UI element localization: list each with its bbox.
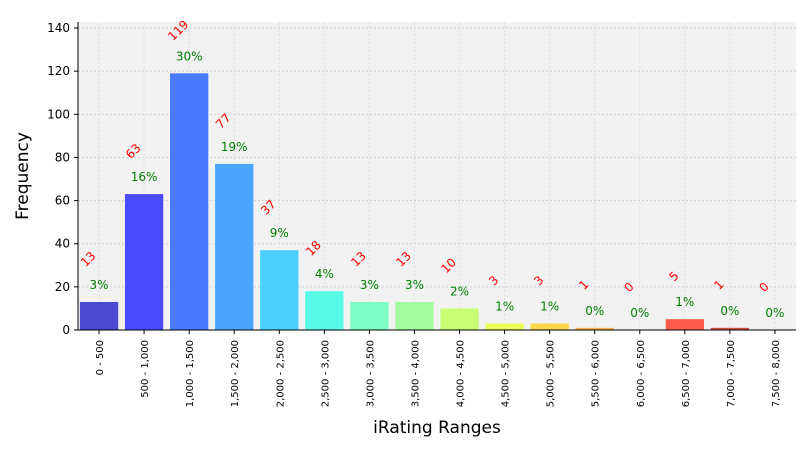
y-tick-label: 140 — [47, 21, 70, 35]
x-tick-label: 7,500 - 8,000 — [771, 340, 782, 407]
bar — [395, 301, 434, 330]
x-tick-label: 5,000 - 5,500 — [546, 340, 557, 407]
percent-label: 4% — [315, 267, 334, 281]
bar — [710, 327, 750, 330]
bar — [124, 194, 164, 330]
x-tick-label: 6,500 - 7,000 — [681, 340, 692, 407]
percent-label: 1% — [675, 295, 694, 309]
bar — [79, 301, 119, 330]
bar — [575, 327, 614, 330]
percent-label: 0% — [720, 304, 739, 318]
percent-label: 3% — [360, 278, 379, 292]
y-tick-label: 20 — [55, 280, 70, 294]
y-tick-label: 60 — [55, 194, 70, 208]
percent-label: 30% — [176, 49, 203, 63]
x-tick-label: 5,500 - 6,000 — [591, 340, 602, 407]
bar — [530, 323, 569, 330]
x-tick-label: 2,500 - 3,000 — [320, 340, 331, 407]
x-tick-label: 6,000 - 6,500 — [636, 340, 647, 407]
y-tick-label: 80 — [55, 150, 70, 164]
x-tick-label: 4,500 - 5,000 — [501, 340, 512, 407]
percent-label: 3% — [405, 278, 424, 292]
x-tick-label: 4,000 - 4,500 — [456, 340, 467, 407]
bar — [485, 323, 524, 330]
bar — [350, 301, 389, 330]
x-axis-label: iRating Ranges — [373, 418, 501, 438]
percent-label: 3% — [90, 278, 109, 292]
y-tick-label: 120 — [47, 64, 70, 78]
x-tick-label: 7,000 - 7,500 — [726, 340, 737, 407]
percent-label: 1% — [495, 300, 514, 314]
x-tick-label: 2,000 - 2,500 — [275, 340, 286, 407]
bar — [440, 308, 479, 330]
x-tick-label: 3,500 - 4,000 — [410, 340, 421, 407]
bar — [305, 291, 344, 330]
x-tick-label: 500 - 1,000 — [140, 340, 151, 398]
percent-label: 0% — [765, 306, 784, 320]
x-tick-label: 1,000 - 1,500 — [185, 340, 196, 407]
x-tick-label: 1,500 - 2,000 — [230, 340, 241, 407]
x-tick-label: 3,000 - 3,500 — [365, 340, 376, 407]
y-tick-label: 0 — [62, 323, 70, 337]
bar — [215, 163, 254, 330]
y-tick-label: 40 — [55, 237, 70, 251]
y-axis-label: Frequency — [13, 132, 33, 220]
percent-label: 19% — [221, 140, 248, 154]
percent-label: 1% — [540, 300, 559, 314]
percent-label: 2% — [450, 284, 469, 298]
percent-label: 0% — [630, 306, 649, 320]
bar — [170, 73, 209, 330]
y-tick-label: 100 — [47, 107, 70, 121]
bar — [260, 250, 299, 330]
x-tick-label: 0 - 500 — [95, 340, 106, 375]
bar — [665, 319, 704, 330]
percent-label: 0% — [585, 304, 604, 318]
percent-label: 16% — [131, 170, 158, 184]
percent-label: 9% — [270, 226, 289, 240]
